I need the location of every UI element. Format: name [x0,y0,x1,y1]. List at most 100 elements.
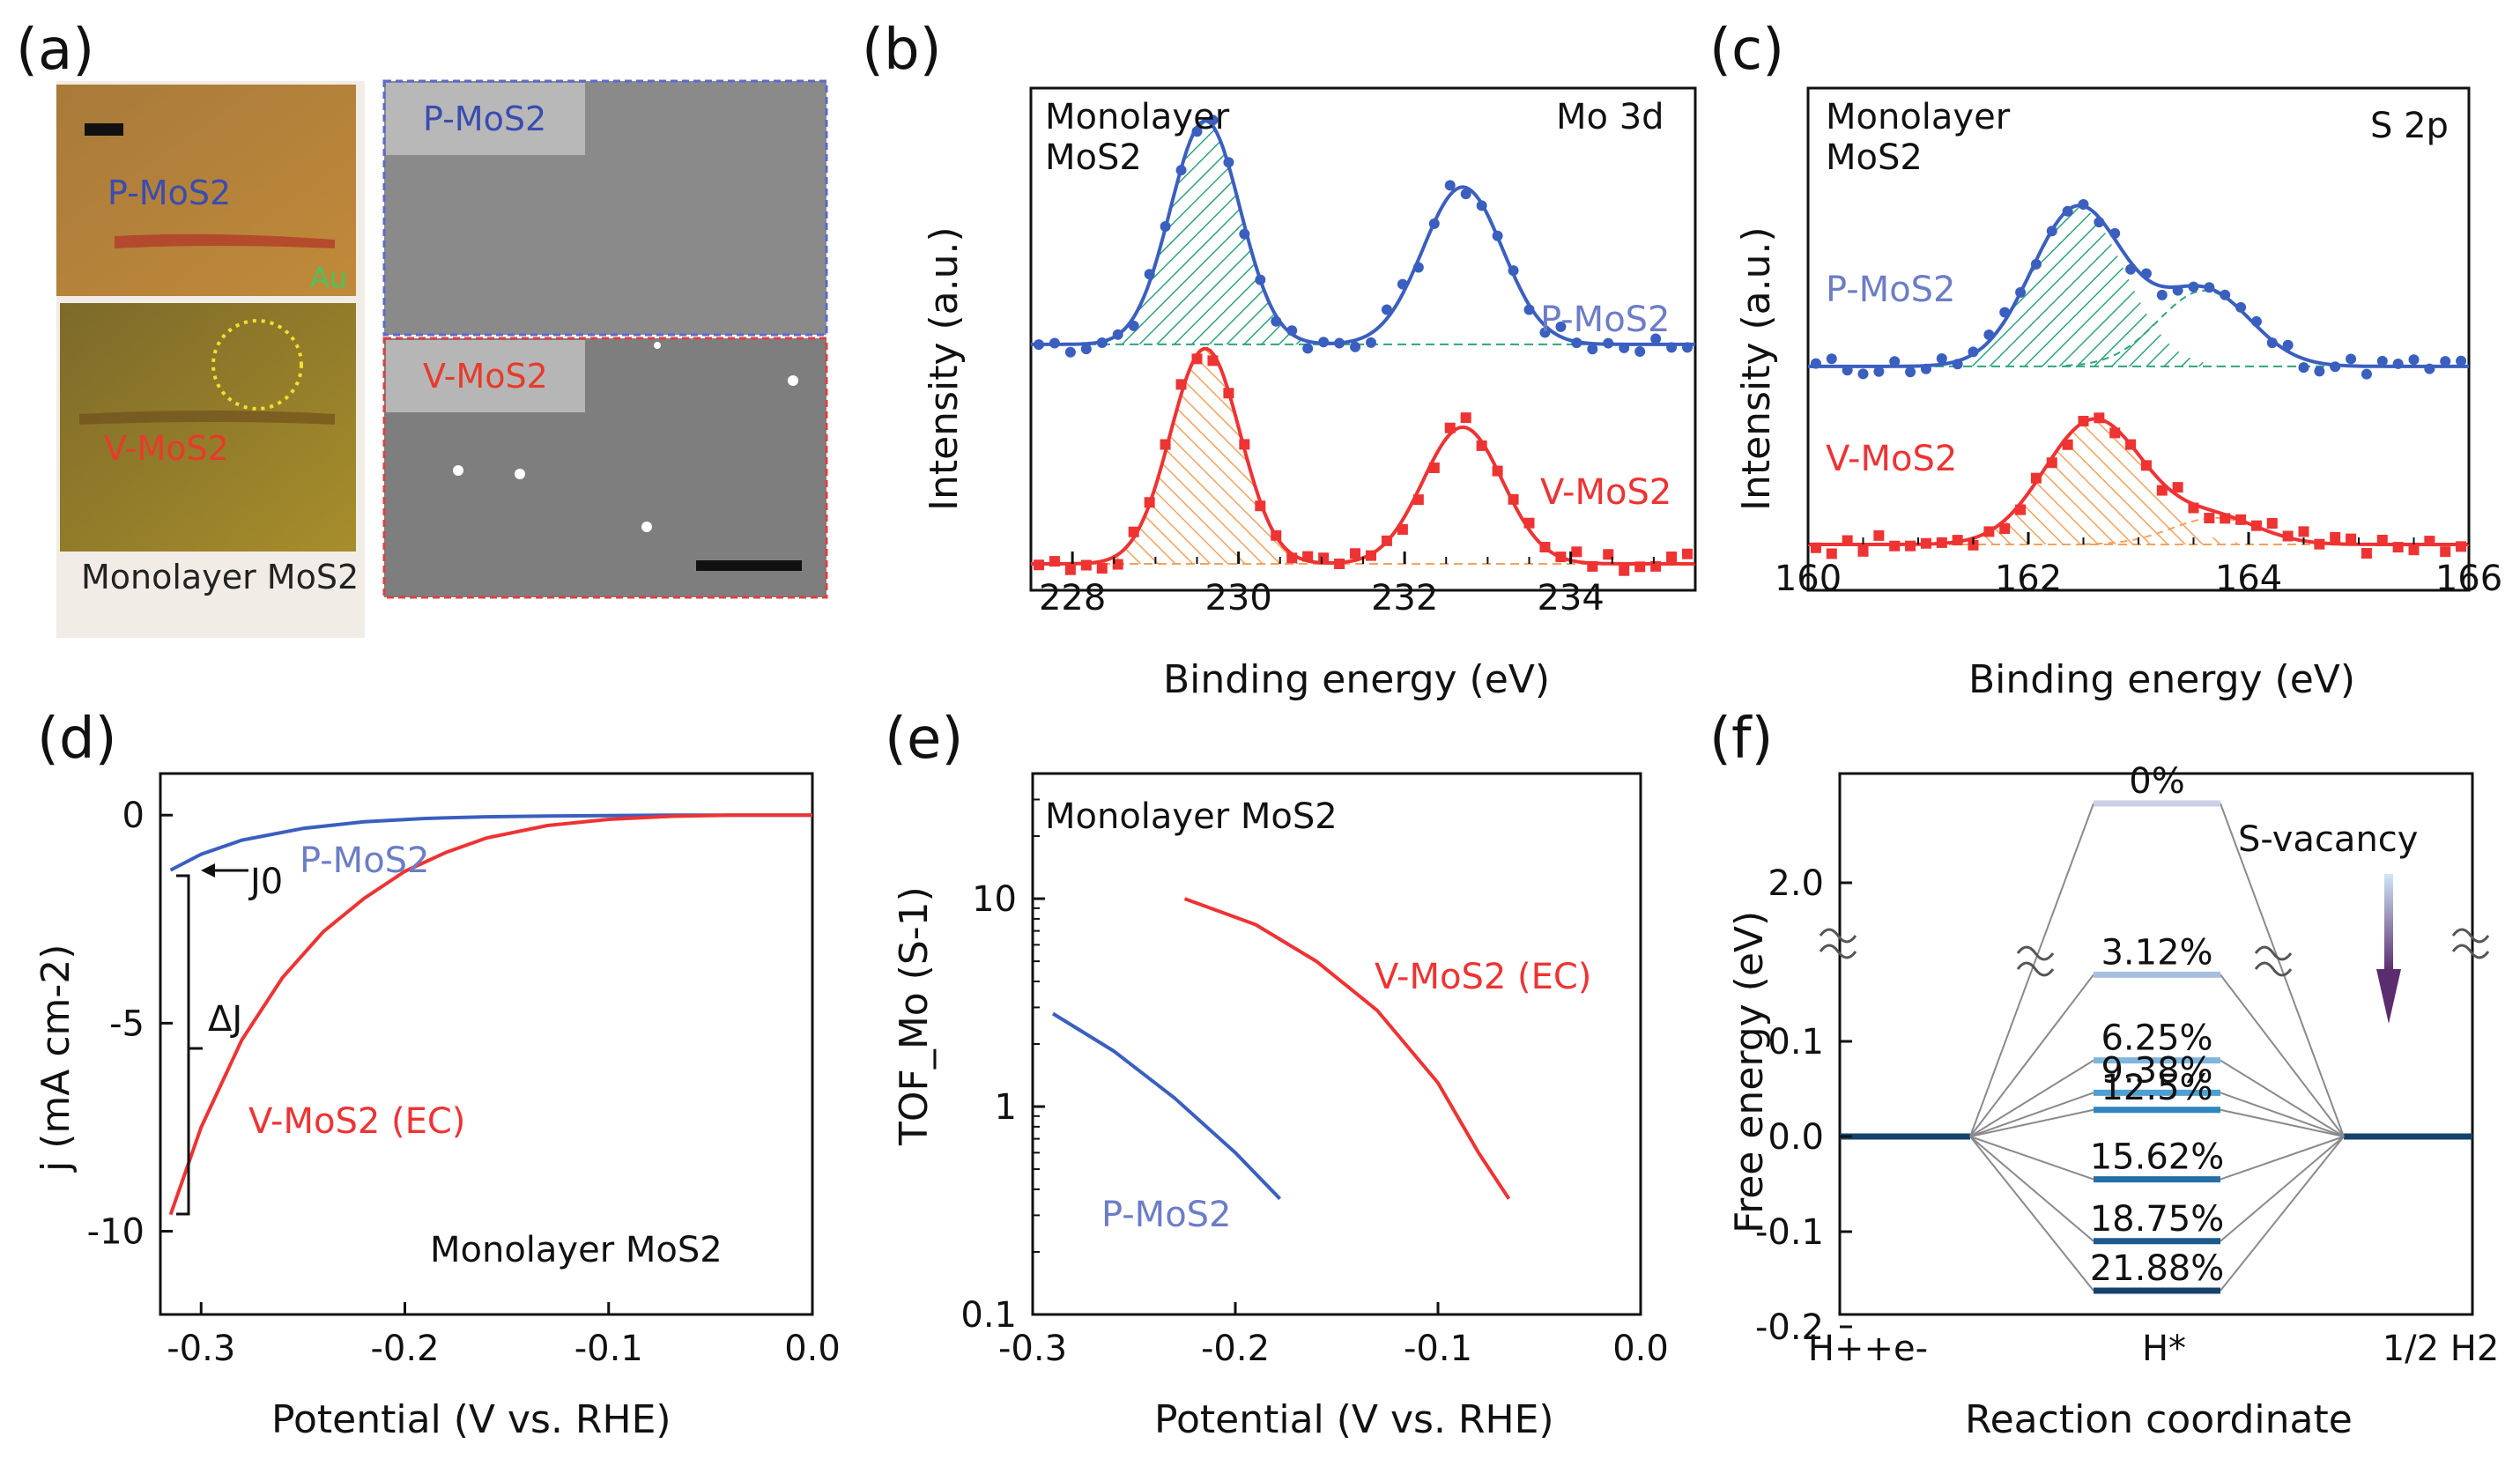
level-label: 21.88% [2090,1248,2225,1289]
connector-left [1969,1136,2094,1242]
y-tick-label: -5 [109,1003,145,1044]
data-point [1365,550,1376,561]
plot-frame-c [1806,86,2471,592]
data-point [1350,548,1361,559]
data-point [1033,559,1044,571]
data-point [2220,513,2231,524]
panel-b: 228 230 232 234 Binding energy (eV) Intensi… [922,86,1697,702]
x-tick-label: -0.3 [998,1329,1067,1369]
level-label: 15.62% [2090,1137,2225,1178]
data-point [1842,535,1853,546]
connector-right [2220,1136,2345,1242]
connector-left [1969,803,2094,1137]
connector-left [1969,1059,2094,1137]
connector-left [1969,974,2094,1137]
connector-right [2220,803,2345,1137]
axis-break-icon [2016,945,2055,977]
data-point [2109,427,2121,439]
data-point [2361,548,2372,559]
plot-frame-b [1029,86,1697,592]
x-tick-label: 0.0 [784,1329,841,1369]
connector-right [2220,974,2345,1137]
panel-e: -0.3 -0.2 -0.1 0.0 0.1 1 10 Potential (V vs. R… [892,772,1669,1442]
data-point [2156,289,2168,300]
data-point [1873,366,1885,377]
data-point [1603,337,1614,349]
data-point [2282,530,2294,542]
data-point [1334,337,1345,349]
curves-e [1051,897,1511,1201]
data-point [2346,353,2357,365]
x-category-label: H* [2142,1329,2186,1369]
title-c-2: MoS2 [1826,137,1923,178]
panel-a: P-MoS2 Au V-MoS2 Monolayer MoS2 P-MoS2 V… [56,79,828,638]
data-point [2204,282,2215,293]
data-point [1080,559,1092,571]
data-point [2109,227,2121,239]
data-point [1936,353,1947,365]
level-label: 18.75% [2090,1199,2225,1240]
data-point [2062,205,2073,217]
y-tick-label: -0.1 [1755,1212,1824,1253]
data-point [2456,541,2467,552]
data-point [1049,337,1060,349]
data-point [1397,278,1408,290]
data-point [1428,218,1440,229]
data-point [2314,366,2325,377]
data-point [1049,556,1060,567]
data-point [1666,552,1678,563]
xlabel-f: Reaction coordinate [1965,1397,2353,1442]
connector-right [2220,1136,2345,1292]
curve-p-mos2 [1051,1011,1282,1201]
data-point [1064,564,1076,575]
data-point [1207,115,1219,126]
data-point [1412,262,1424,273]
data-point [1523,517,1535,529]
data-point [2188,281,2199,292]
fit-curve-p-mos2 [1031,119,1695,346]
x-tick-label: 234 [1537,578,1604,618]
data-point [1444,422,1456,433]
data-point [1239,228,1250,240]
photo-label-au: Au [310,261,347,294]
ylabel-f: Free energy (eV) [1727,911,1772,1233]
connector-left [1969,1136,2094,1181]
title-e: Monolayer MoS2 [1045,796,1338,837]
x-tick-label: 230 [1204,578,1271,618]
panel-label-e: (e) [885,707,963,772]
data-point [1381,304,1392,315]
curves-d [168,813,812,1216]
x-category-label: H++e- [1808,1329,1928,1369]
data-point [2078,416,2089,427]
curve-v-mos2 (ec) [168,813,812,1216]
data-point [1175,165,1187,176]
data-point [2030,258,2042,270]
data-point [2015,504,2027,515]
points-b [1033,115,1694,576]
data-point [1191,353,1203,365]
data-point [1412,494,1424,506]
peak-fill-v-mos2 [1946,419,2243,544]
ticks-c: 160 162 164 166 [1775,532,2502,599]
data-point [1223,388,1234,399]
data-point [2298,526,2309,537]
data-point [1302,343,1314,354]
y-tick-label: 10 [972,879,1017,920]
data-point [2392,358,2404,369]
data-point [1112,559,1123,570]
x-tick-label: -0.2 [370,1329,439,1369]
data-point [2330,532,2341,544]
data-point [2346,533,2357,544]
data-point [2266,518,2278,529]
j0-arrow-head [201,863,215,877]
data-point [1365,337,1376,348]
curve-label-e-v: V-MoS2 (EC) [1375,957,1591,997]
data-point [2062,439,2073,450]
data-point [1539,327,1551,338]
curve-label-e-p: P-MoS2 [1101,1195,1232,1235]
photo-label-v-mos2: V-MoS2 [104,429,229,468]
data-point [1650,333,1662,344]
connector-right [2220,1092,2345,1137]
annotation-j0: J0 [248,862,283,902]
data-point [1350,341,1361,352]
